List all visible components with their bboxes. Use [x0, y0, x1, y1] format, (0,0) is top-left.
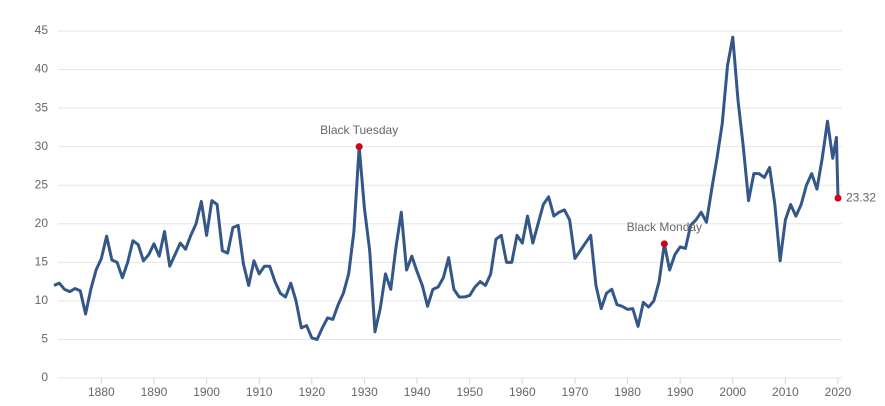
y-tick-label: 30 — [35, 139, 49, 153]
annotation-point — [355, 143, 363, 151]
y-tick-label: 25 — [35, 177, 49, 191]
x-tick-label: 2020 — [825, 385, 852, 399]
annotation-point — [834, 194, 842, 202]
data-line — [53, 35, 840, 341]
x-tick-label: 1880 — [88, 385, 115, 399]
annotation-label: Black Tuesday — [320, 123, 398, 137]
x-tick-label: 2000 — [719, 385, 746, 399]
annotation-label: Black Monday — [627, 220, 702, 234]
y-tick-label: 0 — [41, 370, 48, 384]
y-tick-label: 40 — [35, 62, 49, 76]
x-tick-label: 1890 — [141, 385, 168, 399]
annotation-label: 23.32 — [846, 190, 876, 204]
x-tick-label: 1950 — [456, 385, 483, 399]
y-tick-label: 20 — [35, 216, 49, 230]
y-tick-label: 10 — [35, 293, 49, 307]
x-tick-label: 1990 — [667, 385, 694, 399]
x-tick-label: 1920 — [298, 385, 325, 399]
y-tick-label: 15 — [35, 255, 49, 269]
x-tick-label: 1930 — [351, 385, 378, 399]
x-tick-label: 1910 — [246, 385, 273, 399]
x-tick-label: 1960 — [509, 385, 536, 399]
x-tick-label: 1980 — [614, 385, 641, 399]
x-tick-label: 2010 — [772, 385, 799, 399]
x-tick-label: 1970 — [562, 385, 589, 399]
x-tick-label: 1940 — [404, 385, 431, 399]
annotation-point — [660, 240, 668, 248]
x-tick-label: 1900 — [193, 385, 220, 399]
y-tick-label: 5 — [41, 332, 48, 346]
y-tick-label: 45 — [35, 23, 49, 37]
y-tick-label: 35 — [35, 100, 49, 114]
